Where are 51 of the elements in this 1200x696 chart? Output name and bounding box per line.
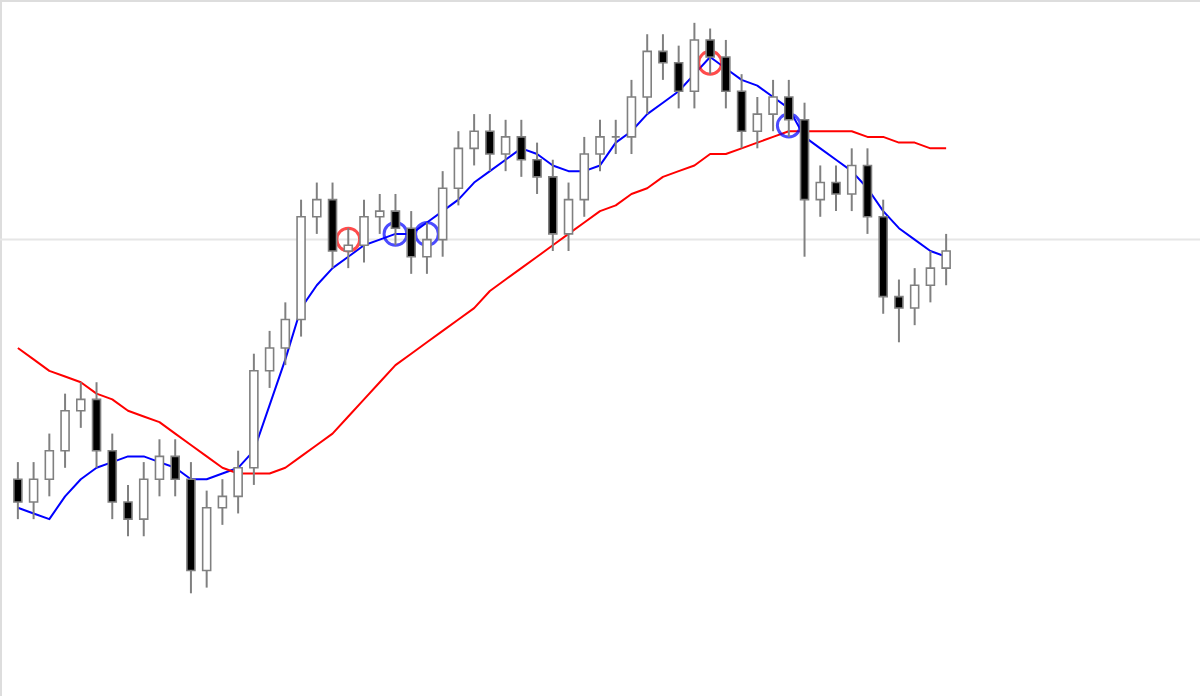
point: [775, 112, 802, 139]
candlestick: [13, 461, 23, 521]
candlestick: [846, 147, 857, 213]
candlestick: [658, 33, 668, 81]
candlestick: [422, 221, 432, 275]
candlestick: [516, 118, 527, 178]
candlestick: [469, 113, 479, 167]
candlestick: [579, 135, 590, 218]
candlestick: [138, 461, 149, 538]
candlestick: [154, 438, 165, 498]
candlestick: [831, 164, 841, 213]
candlestick: [170, 438, 180, 498]
candlestick: [532, 141, 542, 195]
candlestick: [673, 44, 684, 110]
candlestick: [752, 95, 763, 150]
candlestick: [123, 483, 133, 538]
candlestick: [815, 164, 826, 218]
candlestick: [60, 392, 70, 469]
candlestick: [909, 267, 920, 327]
candlestick: [233, 449, 243, 515]
candlestick: [406, 210, 416, 275]
candlestick: [312, 181, 322, 235]
candlestick: [374, 192, 385, 235]
candlestick: [485, 113, 495, 173]
candlestick: [76, 381, 86, 429]
candlestick: [280, 301, 291, 367]
point: [335, 226, 362, 253]
candlestick: [453, 130, 464, 207]
candlestick: [500, 118, 511, 173]
candlestick: [768, 78, 778, 133]
point: [414, 221, 440, 247]
candlestick: [941, 232, 951, 287]
candlestick: [343, 227, 354, 270]
candlestick: [626, 78, 637, 156]
candlestick: [44, 432, 55, 498]
candlestick: [721, 38, 731, 110]
candlestick: [359, 198, 369, 264]
candlestick: [264, 329, 275, 389]
point: [697, 49, 724, 76]
point: [382, 221, 409, 247]
candlestick: [705, 27, 715, 76]
candlestick: [894, 278, 904, 344]
candlestick: [563, 181, 574, 253]
candlestick: [784, 78, 794, 138]
candlestick: [390, 192, 401, 247]
candlestick: [217, 478, 228, 526]
candlestick: [736, 73, 747, 150]
candlestick: [925, 250, 936, 304]
candlestick: [595, 118, 605, 173]
candlestick: [28, 461, 39, 521]
candlestick: [642, 33, 652, 116]
